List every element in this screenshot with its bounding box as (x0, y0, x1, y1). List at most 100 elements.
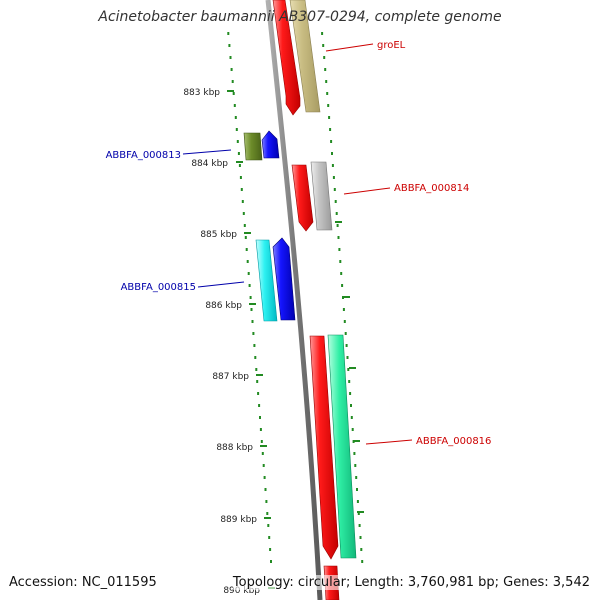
guide-dot (342, 308, 345, 311)
guide-dot (361, 560, 364, 563)
guide-dot (251, 320, 254, 323)
tick-label-889: 889 kbp (220, 515, 257, 525)
guide-dot (256, 380, 259, 383)
guide-dot (245, 248, 248, 251)
gene-khaki[interactable] (289, 0, 321, 113)
tick-label-886: 886 kbp (205, 301, 242, 311)
guide-dot (359, 536, 362, 539)
guide-dot (248, 284, 251, 287)
guide-dot (238, 164, 241, 167)
tick-label-890: 890 kbp (223, 586, 260, 596)
guide-dot (236, 140, 239, 143)
gene-red-814[interactable] (291, 164, 314, 232)
guide-dot (331, 152, 333, 155)
guide-dot (350, 416, 353, 419)
gene-label-816[interactable]: ABBFA_000816 (416, 436, 491, 447)
guide-dot (343, 320, 346, 323)
map-title: Acinetobacter baumannii AB307-0294, comp… (98, 9, 502, 25)
connector-815 (197, 281, 245, 288)
guide-dot (345, 344, 348, 347)
guide-dot (239, 176, 242, 179)
tick-label-884: 884 kbp (191, 159, 228, 169)
guide-dot (331, 164, 334, 167)
guide-dot (346, 356, 349, 359)
guide-dot (258, 404, 261, 407)
connector-groel (325, 43, 374, 52)
guide-dot (329, 128, 332, 131)
gene-seagreen-816[interactable] (327, 334, 357, 559)
guide-dot (253, 344, 256, 347)
guide-dot (263, 476, 266, 479)
guide-dot (337, 236, 340, 239)
gene-red-816[interactable] (309, 335, 339, 560)
gene-blue-813[interactable] (261, 130, 280, 159)
guide-dot (266, 512, 269, 515)
tick-label-885: 885 kbp (200, 230, 237, 240)
gene-blue-815[interactable] (272, 237, 296, 321)
guide-dot (242, 212, 245, 215)
guide-dot (341, 284, 344, 287)
guide-dot (326, 92, 329, 95)
tick-mark-883: 883 kbp (183, 88, 234, 98)
guide-dot (327, 104, 330, 107)
guide-dot (344, 332, 347, 335)
guide-dot (229, 56, 232, 59)
guide-dot (227, 32, 230, 35)
guide-dot (323, 56, 326, 59)
guide-dot (349, 392, 352, 395)
right-tick-marks (335, 221, 364, 513)
tick-label-887: 887 kbp (212, 372, 249, 382)
guide-dot (260, 440, 263, 443)
gene-red-groel[interactable] (272, 0, 301, 116)
guide-dot (328, 116, 331, 119)
guide-dot (322, 44, 325, 47)
guide-dot (240, 188, 243, 191)
guide-dot (324, 68, 327, 71)
gene-label-815[interactable]: ABBFA_000815 (121, 282, 196, 293)
guide-dot (259, 428, 262, 431)
guide-dot (232, 92, 235, 95)
guide-dot (356, 500, 359, 503)
guide-dot (338, 248, 341, 251)
guide-dot (356, 488, 358, 491)
gene-label-814[interactable]: ABBFA_000814 (394, 183, 469, 194)
tick-mark-886: 886 kbp (205, 301, 256, 311)
guide-dot (262, 464, 265, 467)
guide-dot (228, 44, 231, 47)
guide-dot (259, 416, 261, 419)
genome-backbone (265, 0, 323, 600)
guide-dot (249, 296, 252, 299)
guide-dot (268, 536, 271, 539)
guide-dot (269, 548, 272, 551)
accession-text: Accession: NC_011595 (9, 575, 157, 590)
tick-label-883: 883 kbp (183, 88, 220, 98)
gene-label-groel[interactable]: groEL (377, 40, 406, 51)
guide-dot (335, 212, 338, 215)
guide-dot (261, 452, 264, 455)
guide-dot (246, 260, 249, 263)
gene-olive[interactable] (243, 132, 263, 161)
guide-dot (235, 128, 238, 131)
right-dotted-guide (321, 32, 364, 563)
guide-dot (230, 68, 233, 71)
guide-dot (332, 176, 335, 179)
guide-dot (358, 524, 361, 527)
guide-dot (265, 500, 268, 503)
guide-dot (247, 272, 250, 275)
guide-dot (360, 548, 363, 551)
guide-dot (357, 512, 360, 515)
guide-dot (339, 260, 342, 263)
left-dotted-guide (227, 32, 272, 563)
connector-814 (343, 187, 391, 195)
guide-dot (350, 404, 352, 407)
gene-label-813[interactable]: ABBFA_000813 (106, 150, 181, 161)
guide-dot (237, 152, 240, 155)
guide-dot (241, 200, 244, 203)
gene-cyan-815[interactable] (255, 239, 278, 322)
guide-dot (355, 476, 358, 479)
tick-mark-884: 884 kbp (191, 159, 243, 169)
gene-grey-814[interactable] (310, 161, 333, 231)
guide-dot (233, 104, 236, 107)
guide-dot (354, 464, 357, 467)
